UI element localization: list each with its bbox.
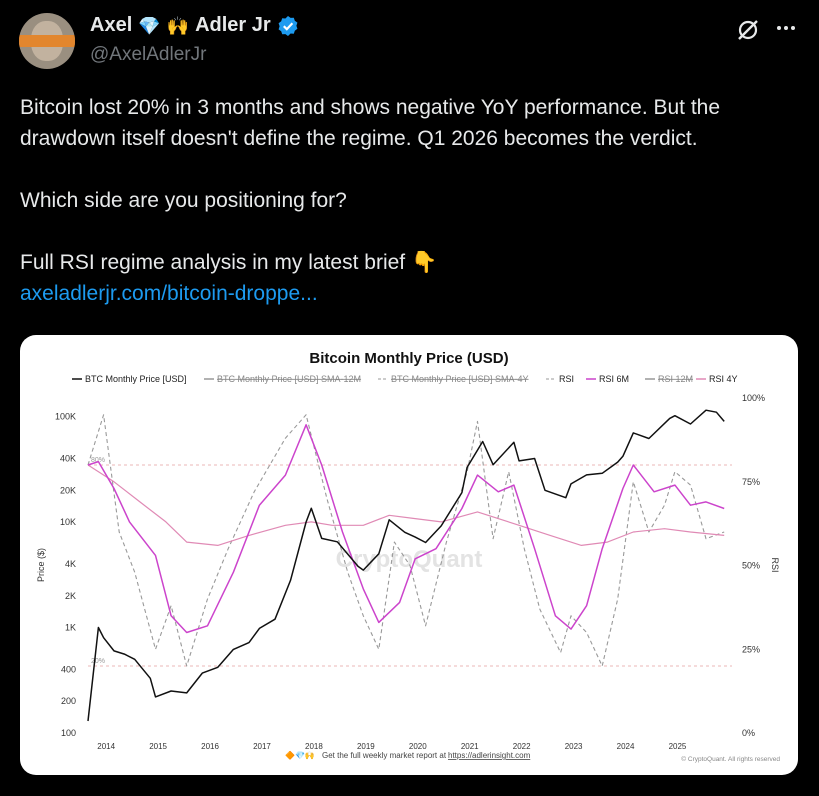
x-tick-label: 2015 <box>149 742 167 751</box>
btc-price-line <box>87 409 725 722</box>
x-tick-label: 2014 <box>97 742 115 751</box>
footer-emojis: 🔶💎🙌 <box>285 750 315 760</box>
rsi-6m-line <box>87 424 725 634</box>
chart-title: Bitcoin Monthly Price (USD) <box>309 350 508 367</box>
diamond-emoji: 💎 <box>138 15 161 36</box>
watermark: CryptoQuant <box>336 546 483 573</box>
author-handle[interactable]: @AxelAdlerJr <box>90 44 207 65</box>
verified-badge-icon <box>278 15 298 36</box>
x-tick-label: 2020 <box>409 742 427 751</box>
y-tick-label: 100K <box>55 412 76 422</box>
chart-image-card[interactable]: Bitcoin Monthly Price (USD) BTC Monthly … <box>20 335 798 775</box>
author-last-name: Adler Jr <box>195 14 271 36</box>
tweet-text: Bitcoin lost 20% in 3 months and shows n… <box>20 92 810 309</box>
y-tick-label: 20K <box>60 485 76 495</box>
copyright: © CryptoQuant. All rights reserved <box>681 755 780 763</box>
author-first-name: Axel <box>90 14 133 36</box>
tweet-paragraph-3-text: Full RSI regime analysis in my latest br… <box>20 251 406 274</box>
y-tick-label: 200 <box>61 696 76 706</box>
x-tick-label: 2016 <box>201 742 219 751</box>
y2-axis-title: RSI <box>770 557 780 572</box>
x-tick-label: 2024 <box>617 742 635 751</box>
avatar[interactable] <box>19 13 75 69</box>
ref-label-80: 80% <box>91 457 105 464</box>
avatar-visor <box>19 35 75 47</box>
legend-rsi: RSI <box>559 374 574 384</box>
y-axis-title: Price ($) <box>36 548 46 582</box>
y2-tick-label: 0% <box>742 728 755 738</box>
y-tick-label: 4K <box>65 559 76 569</box>
y2-tick-label: 100% <box>742 393 765 403</box>
grok-icon[interactable] <box>735 17 761 43</box>
display-name[interactable]: Axel 💎 🙌 Adler Jr <box>90 14 299 37</box>
x-tick-label: 2025 <box>669 742 687 751</box>
y2-ticks: 100% 75% 50% 25% 0% <box>742 393 765 738</box>
y-tick-label: 100 <box>61 728 76 738</box>
x-tick-label: 2022 <box>513 742 531 751</box>
tweet-paragraph-1: Bitcoin lost 20% in 3 months and shows n… <box>20 96 721 150</box>
chart-legend: BTC Monthly Price [USD] BTC Monthly Pric… <box>72 374 738 384</box>
y-tick-label: 1K <box>65 623 76 633</box>
y-tick-label: 10K <box>60 517 76 527</box>
footer-url: https://adlerinsight.com <box>448 751 531 760</box>
pointing-down-emoji: 👇 <box>410 251 438 274</box>
legend-price: BTC Monthly Price [USD] <box>85 374 187 384</box>
more-options-icon[interactable] <box>772 14 800 42</box>
y-ticks: 100K 40K 20K 10K 4K 2K 1K 400 200 100 <box>55 412 76 738</box>
x-tick-label: 2019 <box>357 742 375 751</box>
y2-tick-label: 25% <box>742 644 760 654</box>
raised-hands-emoji: 🙌 <box>166 15 190 36</box>
legend-sma12: BTC Monthly Price [USD] SMA-12M <box>217 374 361 384</box>
y2-tick-label: 50% <box>742 561 760 571</box>
legend-rsi6m: RSI 6M <box>599 374 629 384</box>
rsi-4y-line <box>87 464 725 546</box>
y-tick-label: 2K <box>65 591 76 601</box>
tweet-paragraph-3: Full RSI regime analysis in my latest br… <box>20 247 810 278</box>
x-tick-label: 2018 <box>305 742 323 751</box>
y-tick-label: 400 <box>61 664 76 674</box>
rsi-line <box>87 414 725 667</box>
legend-rsi4y: RSI 4Y <box>709 374 738 384</box>
y2-tick-label: 75% <box>742 477 760 487</box>
tweet-paragraph-2: Which side are you positioning for? <box>20 189 347 212</box>
reference-lines: 80% 20% <box>88 457 732 667</box>
series-lines <box>87 409 725 722</box>
tweet-link[interactable]: axeladlerjr.com/bitcoin-droppe... <box>20 282 318 305</box>
ref-label-20: 20% <box>91 658 105 665</box>
legend-rsi12m: RSI 12M <box>658 374 693 384</box>
chart-footer: 🔶💎🙌 Get the full weekly market report at… <box>285 750 780 763</box>
chart: Bitcoin Monthly Price (USD) BTC Monthly … <box>36 350 780 763</box>
legend-sma4y: BTC Monthly Price [USD] SMA-4Y <box>391 374 529 384</box>
y-tick-label: 40K <box>60 454 76 464</box>
x-ticks: 2014 2015 2016 2017 2018 2019 2020 2021 2022 2023… <box>97 742 687 751</box>
footer-promo: Get the full weekly market report at <box>322 751 447 760</box>
x-tick-label: 2017 <box>253 742 271 751</box>
x-tick-label: 2021 <box>461 742 479 751</box>
x-tick-label: 2023 <box>565 742 583 751</box>
